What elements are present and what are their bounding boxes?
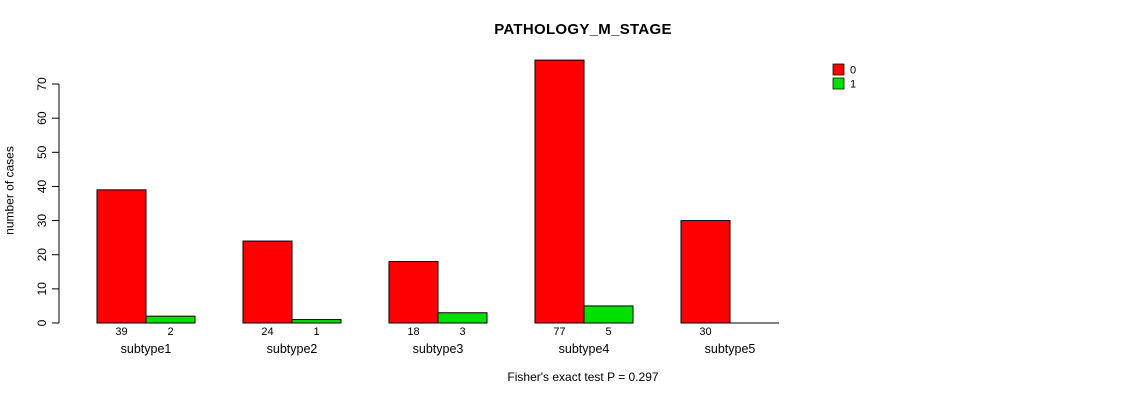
bar-value-label: 1 xyxy=(313,326,319,338)
bar-value-label: 5 xyxy=(605,326,611,338)
bar-subtype5-series0 xyxy=(680,220,731,324)
bar-value-label: 30 xyxy=(699,326,711,338)
bar-subtype4-series1 xyxy=(583,305,634,324)
chart-title: PATHOLOGY_M_STAGE xyxy=(494,21,672,38)
bar-value-label: 39 xyxy=(115,326,127,338)
legend-swatch-1 xyxy=(832,77,845,90)
y-axis-tick-label: 40 xyxy=(35,179,49,193)
legend-label: 1 xyxy=(850,79,856,91)
bar-subtype3-series0 xyxy=(388,261,439,324)
y-axis-tick-label: 30 xyxy=(35,214,49,228)
bar-subtype1-series1 xyxy=(145,315,196,324)
bar-value-label: 77 xyxy=(553,326,565,338)
bar-subtype3-series1 xyxy=(437,312,488,324)
bar-subtype2-series0 xyxy=(242,240,293,324)
y-axis-tick-label: 0 xyxy=(35,319,49,326)
fisher-test-annotation: Fisher's exact test P = 0.297 xyxy=(507,370,659,384)
bar-value-label: 18 xyxy=(407,326,419,338)
y-axis-tick-label: 10 xyxy=(35,282,49,296)
bar-value-label: 2 xyxy=(167,326,173,338)
legend-swatch-0 xyxy=(832,63,845,76)
bar-subtype1-series0 xyxy=(96,189,147,324)
legend-label: 0 xyxy=(850,65,856,77)
y-axis-tick-label: 20 xyxy=(35,248,49,262)
y-axis-tick-label: 50 xyxy=(35,145,49,159)
category-label: subtype5 xyxy=(705,342,756,356)
bar-subtype4-series0 xyxy=(534,59,585,324)
bar-value-label: 3 xyxy=(459,326,465,338)
bar-subtype2-series1 xyxy=(291,319,342,324)
y-axis-tick-label: 60 xyxy=(35,111,49,125)
bar-value-label: 24 xyxy=(261,326,273,338)
category-label: subtype2 xyxy=(267,342,318,356)
y-axis-tick-label: 70 xyxy=(35,77,49,91)
category-label: subtype3 xyxy=(413,342,464,356)
category-label: subtype4 xyxy=(559,342,610,356)
category-label: subtype1 xyxy=(121,342,172,356)
